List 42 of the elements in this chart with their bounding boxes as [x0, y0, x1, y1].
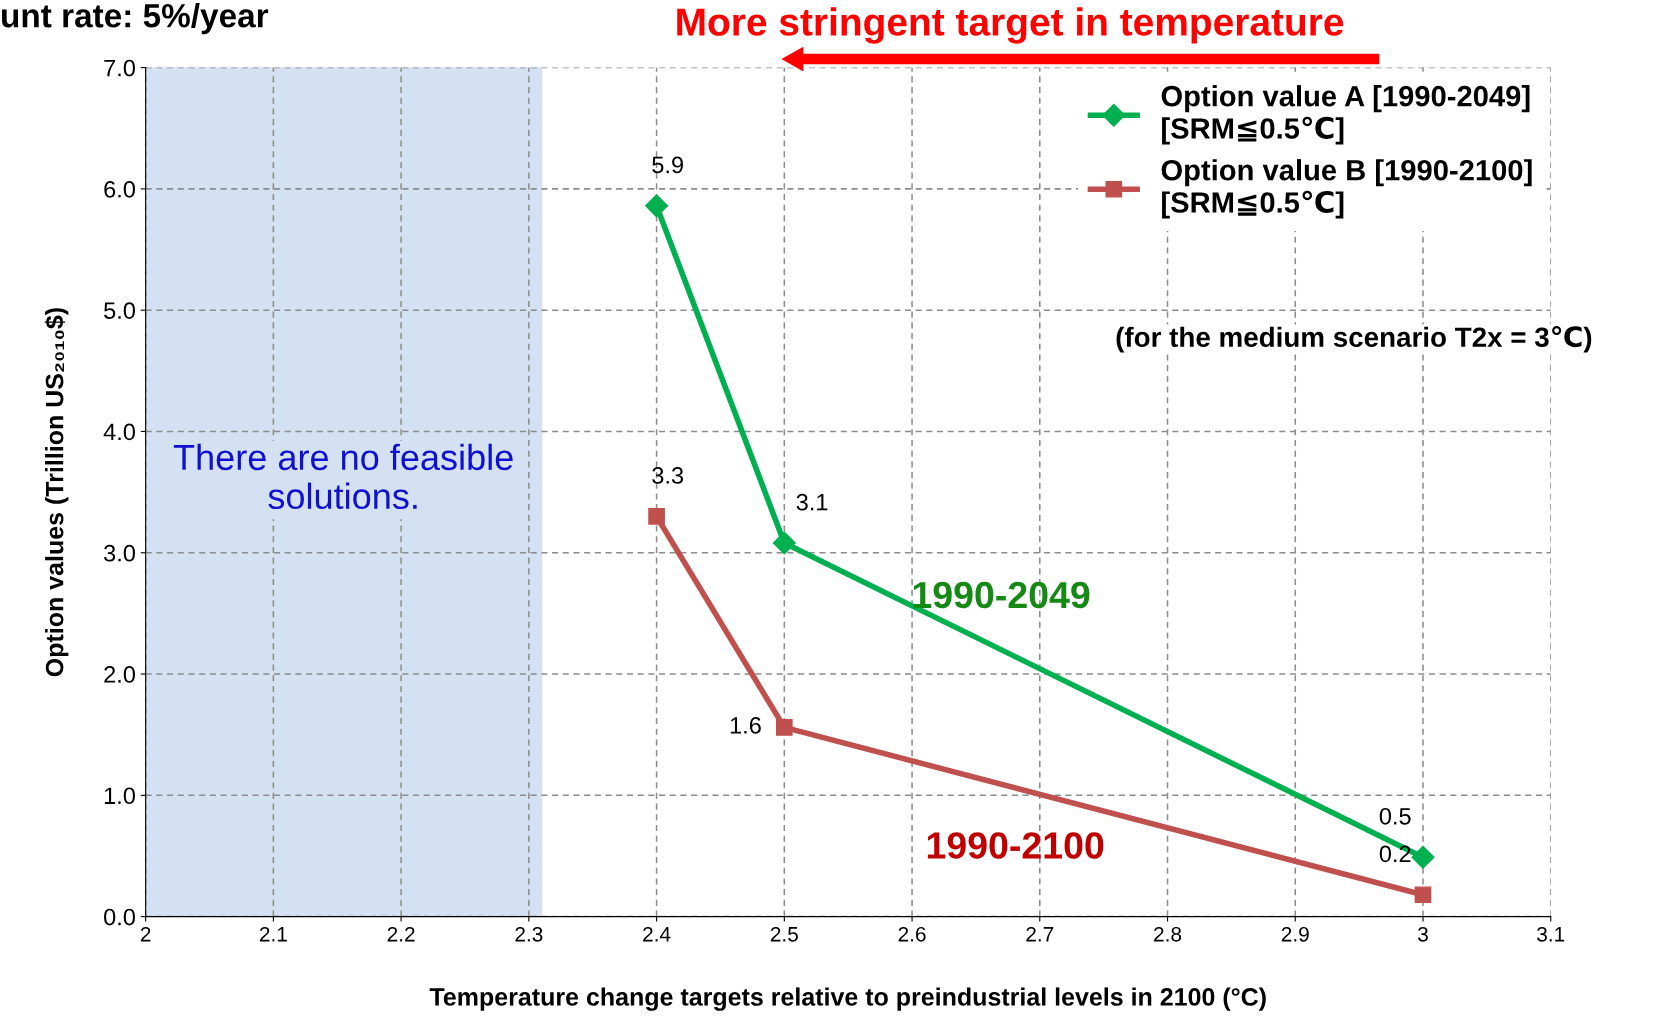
legend-label: Option value B [1990-2100] [SRM≦0.5℃] [1161, 159, 1532, 219]
y-tick-label: 2.0 [104, 666, 135, 683]
band-label: There are no feasible solutions. [173, 443, 513, 510]
x-tick-label: 2.8 [1154, 926, 1182, 942]
x-tick-label: 3.1 [1537, 926, 1565, 942]
point [1414, 886, 1432, 904]
data-label: 1.6 [730, 717, 761, 734]
y-tick-label: 5.0 [104, 302, 135, 319]
annotation: 1990-2100 [927, 832, 1104, 859]
data-label: 0.5 [1379, 807, 1411, 825]
legend-label: Option value A [1990-2049] [SRM≦0.5℃] [1161, 85, 1530, 145]
y-tick-label: 7.0 [104, 59, 135, 77]
chart-title: unt rate: 5%/year [2, 3, 269, 35]
x-tick-label: 2.6 [898, 926, 926, 942]
data-label: 5.9 [652, 156, 683, 174]
x-tick-label: 2.2 [387, 926, 415, 942]
x-tick-label: 2.7 [1026, 926, 1054, 942]
annotation: (for the medium scenario T2x = 3℃) [1116, 325, 1592, 353]
x-axis-title: Temperature change targets relative to preindustrial levels in 2100 (°C) [429, 987, 1266, 1011]
point [772, 531, 796, 555]
x-tick-label: 2.5 [770, 926, 798, 942]
y-tick-label: 6.0 [104, 180, 135, 198]
y-tick-label: 3.0 [104, 544, 135, 562]
y-tick-label: 1.0 [104, 787, 135, 805]
x-tick-label: 2.1 [259, 926, 287, 942]
x-tick-label: 2.4 [643, 926, 671, 942]
point [1411, 845, 1435, 869]
point [645, 194, 669, 218]
y-tick-label: 0.0 [104, 908, 135, 926]
data-label: 0.2 [1379, 845, 1411, 863]
x-tick-label: 2 [140, 926, 151, 942]
point [648, 508, 665, 525]
data-label: 3.1 [796, 493, 828, 511]
annotation: 1990-2049 [913, 581, 1090, 609]
y-tick-label: 4.0 [103, 423, 135, 441]
x-tick-label: 3 [1418, 926, 1428, 942]
x-tick-label: 2.9 [1281, 926, 1309, 942]
text: More stringent target in temperature [677, 7, 1344, 44]
y-axis-title: Option values (Trillion US₂₀₁₀$) [44, 308, 69, 677]
point [775, 719, 793, 736]
x-tick-label: 2.3 [515, 926, 543, 942]
data-label: 3.3 [652, 467, 684, 484]
